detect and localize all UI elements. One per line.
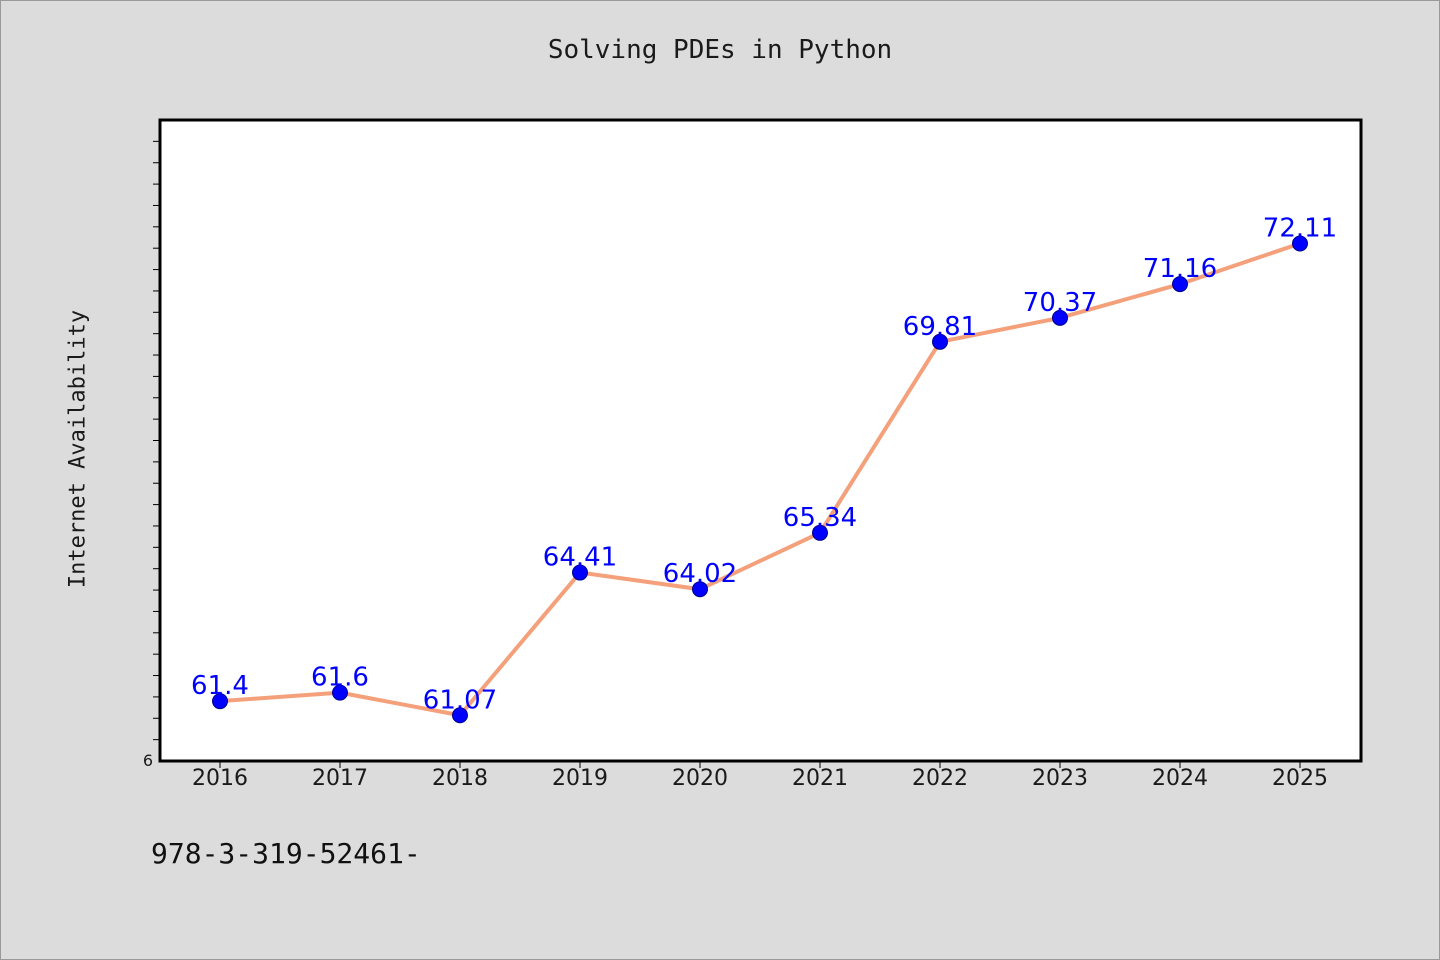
data-label: 64.02	[663, 559, 737, 589]
chart-title: Solving PDEs in Python	[547, 35, 893, 65]
plot-area	[158, 118, 1363, 763]
y-tick-label: 6	[143, 751, 153, 770]
x-tick-label: 2023	[1032, 766, 1088, 791]
x-tick-label: 2018	[432, 766, 488, 791]
data-label: 65.34	[783, 503, 857, 533]
data-point	[812, 524, 828, 541]
data-label: 71.16	[1143, 254, 1217, 284]
data-label: 69.81	[903, 312, 977, 342]
data-point	[452, 707, 468, 724]
x-tick-label: 2025	[1272, 766, 1328, 791]
data-point	[1292, 235, 1308, 252]
x-tick-label: 2020	[672, 766, 728, 791]
data-point	[1172, 276, 1188, 293]
data-point	[212, 693, 228, 710]
data-label: 61.4	[191, 671, 249, 701]
x-tick-label: 2019	[552, 766, 608, 791]
data-label: 61.07	[423, 685, 497, 715]
data-point	[932, 333, 948, 350]
x-tick-label: 2016	[192, 766, 248, 791]
data-label: 70.37	[1023, 288, 1097, 318]
data-label: 64.41	[543, 543, 617, 573]
isbn-footer: 978-3-319-52461-	[151, 837, 421, 870]
data-point	[692, 581, 708, 598]
x-tick-label: 2022	[912, 766, 968, 791]
x-tick-label: 2021	[792, 766, 848, 791]
data-point	[572, 564, 588, 581]
series-line	[219, 241, 1301, 718]
x-tick-label: 2024	[1152, 766, 1208, 791]
data-label: 72.11	[1263, 213, 1337, 243]
data-point	[332, 684, 348, 701]
x-tick-label: 2017	[312, 766, 368, 791]
data-label: 61.6	[311, 663, 369, 693]
data-point	[1052, 309, 1068, 326]
